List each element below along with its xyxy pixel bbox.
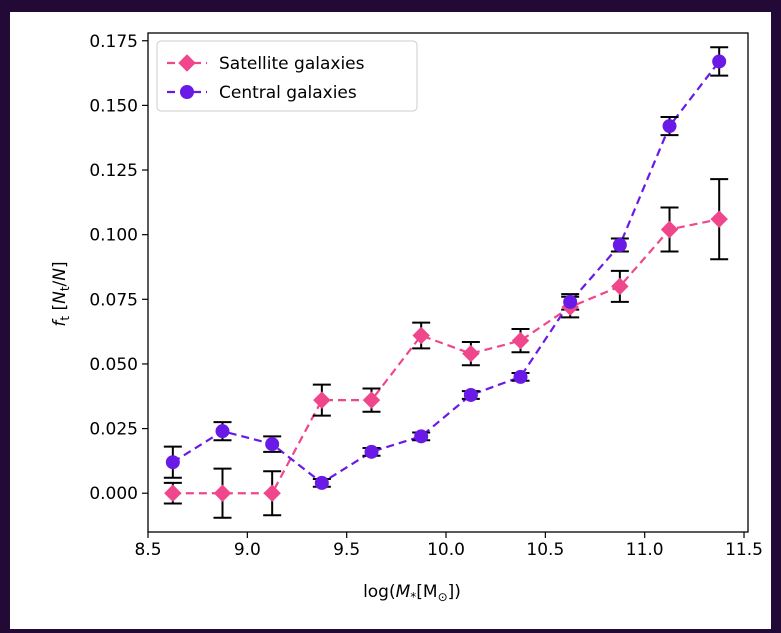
y-tick-label: 0.100 bbox=[89, 226, 138, 246]
data-point-0 bbox=[213, 484, 232, 502]
data-point-1 bbox=[414, 429, 429, 444]
x-tick-label: 10.5 bbox=[526, 540, 564, 560]
axes-frame bbox=[147, 32, 749, 533]
data-point-0 bbox=[412, 326, 430, 345]
data-point-1 bbox=[364, 444, 379, 459]
legend-label-1: Central galaxies bbox=[219, 83, 357, 103]
data-point-0 bbox=[313, 391, 331, 409]
data-point-0 bbox=[263, 484, 281, 502]
data-layer bbox=[163, 46, 729, 519]
y-tick-label: 0.075 bbox=[89, 290, 138, 310]
series-line-1 bbox=[172, 60, 721, 485]
legend-marker-0 bbox=[178, 54, 196, 72]
legend: Satellite galaxies Central galaxies bbox=[156, 40, 418, 112]
axes-box bbox=[147, 32, 749, 533]
data-point-0 bbox=[660, 220, 679, 239]
x-tick-label: 10.0 bbox=[427, 540, 465, 560]
data-point-0 bbox=[362, 391, 381, 409]
x-tick-label: 11.0 bbox=[626, 540, 664, 560]
y-tick-label: 0.150 bbox=[89, 96, 138, 116]
y-tick-label: 0.125 bbox=[89, 161, 138, 181]
y-tick-label: 0.025 bbox=[89, 420, 138, 440]
x-tick-label: 9.0 bbox=[234, 540, 261, 560]
data-point-1 bbox=[563, 294, 578, 309]
legend-box bbox=[156, 40, 418, 112]
data-point-1 bbox=[463, 387, 478, 402]
y-tick-label: 0.050 bbox=[89, 355, 138, 375]
x-tick-label: 8.5 bbox=[134, 540, 161, 560]
x-tick-label: 11.5 bbox=[725, 540, 763, 560]
y-tick-label: 0.000 bbox=[89, 484, 138, 504]
chart-canvas: 8.5 9.0 9.5 10.0 10.5 11.0 11.5 0.000 0.025 0.050… bbox=[10, 12, 771, 629]
ticks-layer: 8.5 9.0 9.5 10.0 10.5 11.0 11.5 0.000 0.025 0.050… bbox=[89, 32, 763, 560]
data-point-0 bbox=[462, 344, 480, 363]
data-point-1 bbox=[612, 238, 627, 253]
y-axis-label: ft [Nt/N] bbox=[50, 261, 72, 326]
data-point-1 bbox=[314, 475, 329, 490]
legend-marker-1 bbox=[180, 85, 194, 99]
data-point-1 bbox=[215, 424, 230, 439]
series-line-0 bbox=[172, 218, 720, 495]
x-axis-label: log(M*[M⊙]) bbox=[363, 582, 461, 604]
data-point-0 bbox=[611, 277, 629, 296]
chart-svg: 8.5 9.0 9.5 10.0 10.5 11.0 11.5 0.000 0.025 0.050… bbox=[50, 32, 763, 604]
data-point-1 bbox=[513, 369, 528, 384]
data-point-1 bbox=[712, 54, 727, 69]
legend-label-0: Satellite galaxies bbox=[219, 54, 365, 74]
data-point-1 bbox=[265, 437, 280, 452]
y-tick-label: 0.175 bbox=[89, 32, 138, 52]
data-point-1 bbox=[165, 455, 180, 470]
data-point-0 bbox=[710, 210, 728, 228]
data-point-0 bbox=[164, 484, 182, 502]
x-tick-label: 9.5 bbox=[333, 540, 360, 560]
data-point-0 bbox=[511, 331, 530, 350]
data-point-1 bbox=[662, 119, 677, 134]
